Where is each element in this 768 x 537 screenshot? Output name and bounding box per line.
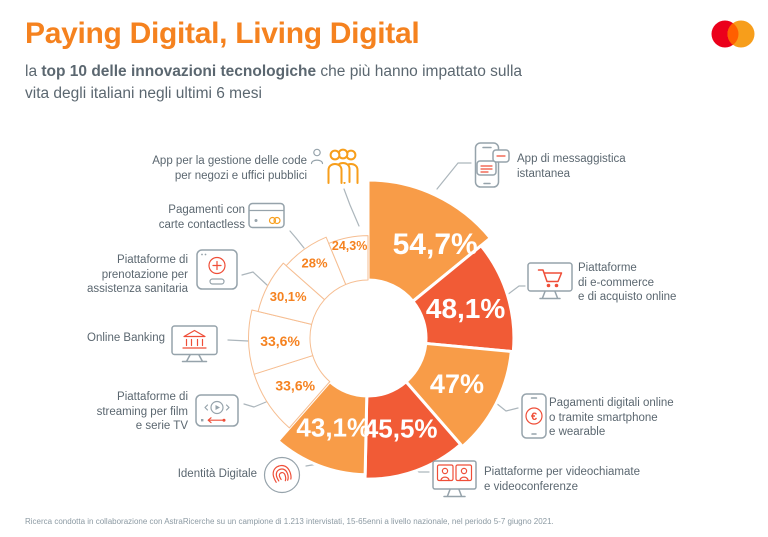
callout-label: Piattaforme per videochiamate e videoconf…: [484, 465, 664, 494]
callout-connector-line: [289, 230, 305, 249]
callout-connector-line: [241, 271, 268, 286]
chart-wedge: [366, 178, 492, 303]
callout-connector-line: [506, 285, 526, 296]
wedge-value-label: 30,1%: [270, 289, 307, 304]
callout-label-line: carte contactless: [158, 218, 245, 231]
svg-text:€: €: [531, 411, 537, 423]
callout-label-line: e di acquisto online: [578, 291, 677, 304]
chart-wedge: [276, 380, 369, 477]
callout-label: Identità Digitale: [157, 467, 257, 482]
callout-connector-line: [227, 339, 249, 342]
smartphone-chat-icon: [472, 142, 512, 189]
wedge-value-label: 54,7%: [393, 228, 478, 261]
callout-label-line: Piattaforme di: [117, 391, 188, 403]
callout-label-line: Piattaforme: [578, 262, 637, 274]
callout-label: App per la gestione delle code per negozi…: [140, 154, 307, 183]
callout-label: Online Banking: [68, 331, 165, 346]
callout-connector-line: [436, 162, 472, 190]
callout-label-line: o tramite smartphone: [549, 411, 658, 424]
subtitle-text: la: [25, 63, 42, 80]
callout-label-line: App per la gestione delle code: [152, 155, 307, 167]
callout-label-line: e wearable: [549, 426, 606, 439]
fingerprint-icon: [263, 456, 301, 494]
online-banking-monitor-icon: [171, 325, 218, 366]
callout-label: App di messaggistica istantanea: [517, 152, 657, 181]
callout-label: Piattaforme di prenotazione per assistenza…: [55, 253, 188, 297]
callout-connector-line: [495, 402, 519, 412]
page-title: Paying Digital, Living Digital: [25, 17, 420, 50]
smartphone-euro-icon: €: [521, 393, 547, 439]
chart-wedge: [248, 309, 314, 375]
chart-wedge: [411, 244, 516, 354]
callout-label: Pagamenti con carte contactless: [123, 203, 245, 232]
health-booking-icon: [196, 249, 238, 290]
callout-label-line: Identità Digitale: [177, 468, 257, 480]
videocall-monitor-icon: [432, 460, 477, 500]
callout-label-line: di e-commerce: [578, 276, 655, 289]
subtitle-bold-text: top 10 delle innovazioni tecnologiche: [41, 63, 317, 80]
callout-label-line: e serie TV: [135, 420, 188, 433]
callout-label: Piattaforme di e-commerce e di acquisto on…: [578, 261, 728, 305]
callout-label-line: per negozi e uffici pubblici: [174, 169, 307, 182]
queue-people-icon: [310, 146, 360, 184]
page-subtitle: la top 10 delle innovazioni tecnologiche…: [25, 61, 535, 104]
contactless-card-icon: [248, 202, 285, 229]
callout-label-line: streaming per film: [96, 405, 188, 418]
callout-label-line: istantanea: [517, 167, 571, 180]
wedge-value-label: 24,3%: [332, 239, 367, 253]
callout-label-line: prenotazione per: [101, 268, 188, 281]
wedge-value-label: 48,1%: [426, 293, 505, 324]
footnote: Ricerca condotta in collaborazione con A…: [25, 517, 554, 526]
callout-label-line: Pagamenti con: [168, 204, 245, 216]
callout-label-line: Piattaforme per videochiamate: [484, 466, 640, 478]
chart-wedge: [257, 262, 326, 325]
callout-label-line: Piattaforme di: [117, 254, 188, 266]
callout-label-line: assistenza sanitaria: [87, 283, 188, 296]
wedge-value-label: 47%: [430, 369, 484, 399]
callout-label-line: e videoconferenze: [484, 480, 578, 493]
wedge-value-label: 28%: [302, 256, 328, 271]
wedge-value-label: 33,6%: [260, 333, 300, 349]
callout-label-line: Pagamenti digitali online: [549, 397, 674, 409]
callout-label: Piattaforme di streaming per film e serie …: [55, 390, 188, 434]
chart-wedge: [328, 235, 369, 285]
callout-connector-line: [343, 188, 360, 227]
callout-connector-line: [243, 401, 267, 408]
ecommerce-monitor-cart-icon: [527, 262, 573, 302]
streaming-player-icon: [195, 394, 239, 427]
callout-label-line: App di messaggistica: [517, 153, 626, 165]
wedge-value-label: 43,1%: [296, 413, 370, 443]
wedge-value-label: 33,6%: [275, 378, 315, 394]
subtitle-text: che più hanno impattato sulla vita degli…: [25, 63, 523, 102]
wedge-value-label: 45,5%: [364, 413, 438, 443]
chart-wedge: [404, 341, 513, 449]
callout-label-line: Online Banking: [87, 332, 165, 344]
callout-label: Pagamenti digitali online o tramite smart…: [549, 396, 699, 440]
mastercard-logo: [711, 20, 755, 53]
